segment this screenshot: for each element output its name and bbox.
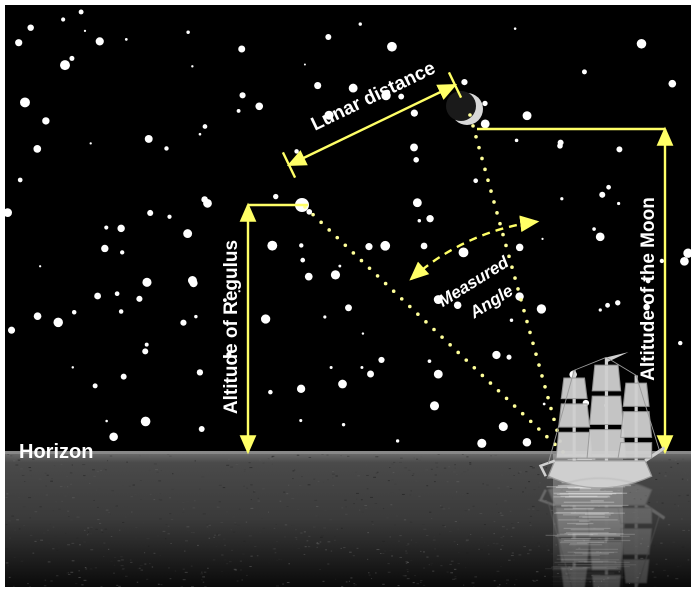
sea (5, 451, 691, 587)
altitude-moon-label: Altitude of the Moon (638, 197, 660, 381)
diagram-frame: Horizon Altitude of Regulus Altitude of … (0, 0, 696, 592)
night-scene: Horizon Altitude of Regulus Altitude of … (5, 5, 691, 587)
moon-icon (446, 91, 483, 125)
diagram-svg (5, 5, 691, 587)
stars (5, 10, 691, 448)
altitude-regulus-label: Altitude of Regulus (221, 240, 243, 414)
horizon-label: Horizon (19, 441, 93, 464)
